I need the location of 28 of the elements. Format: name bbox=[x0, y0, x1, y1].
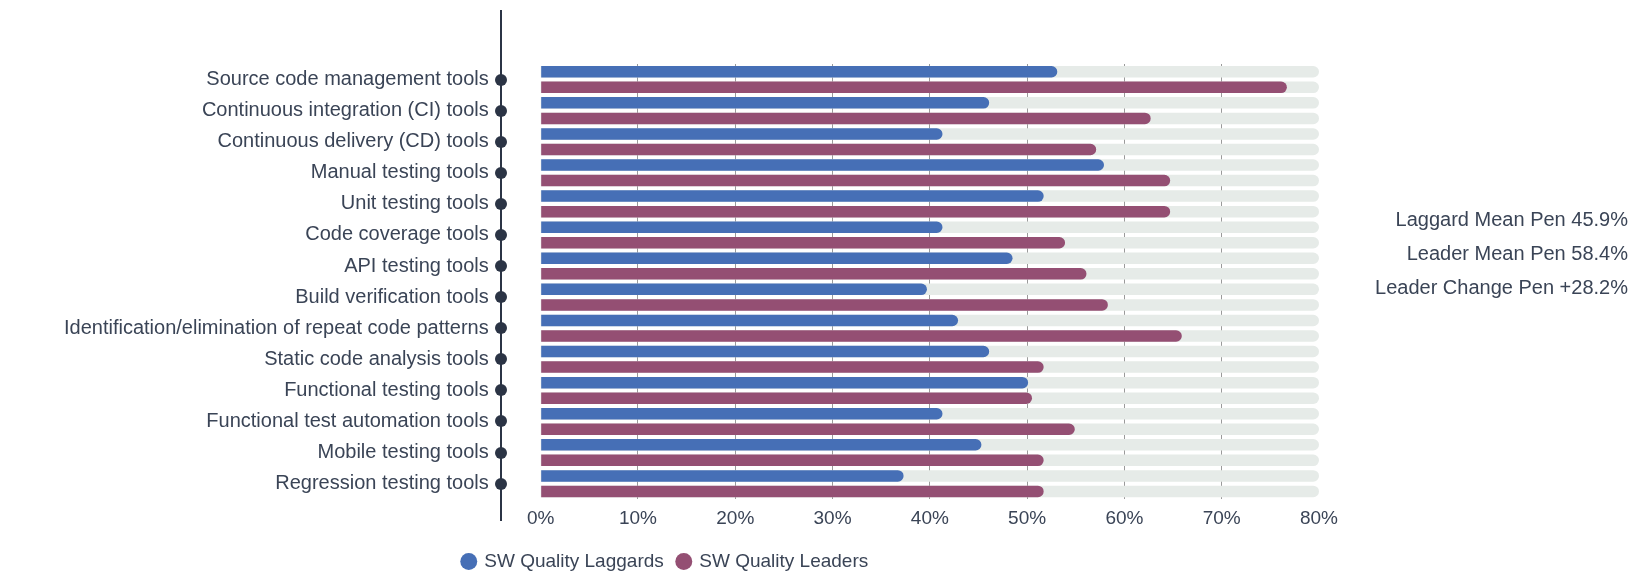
x-tick-label: 20% bbox=[716, 506, 755, 528]
x-tick-label: 0% bbox=[526, 506, 555, 528]
x-tick-label: 80% bbox=[1299, 506, 1339, 528]
y-tick-label: Regression testing tools bbox=[275, 471, 489, 494]
y-tick-label: Source code management tools bbox=[206, 67, 489, 90]
y-tick-label: Functional test automation tools bbox=[206, 409, 489, 431]
x-tick-label: 10% bbox=[618, 506, 658, 528]
legend-label: SW Quality Laggards bbox=[484, 549, 664, 571]
y-tick-label: Identification/elimination of repeat code patterns bbox=[63, 315, 489, 338]
x-tick-label: 70% bbox=[1202, 506, 1241, 528]
y-tick-label: Functional testing tools bbox=[284, 377, 489, 400]
x-tick-label: 60% bbox=[1105, 506, 1144, 528]
y-tick-label: Code coverage tools bbox=[305, 222, 489, 245]
y-tick-label: Continuous delivery (CD) tools bbox=[217, 129, 489, 152]
y-tick-label: API testing tools bbox=[344, 253, 489, 276]
x-tick-label: 30% bbox=[813, 506, 852, 528]
text: Laggard Mean Pen 45.9% bbox=[1395, 207, 1629, 230]
legend-label: SW Quality Leaders bbox=[699, 549, 869, 571]
x-tick-label: 50% bbox=[1008, 506, 1047, 528]
y-tick-label: Build verification tools bbox=[295, 284, 489, 307]
y-tick-label: Mobile testing tools bbox=[317, 440, 489, 463]
x-tick-label: 40% bbox=[910, 506, 949, 528]
text: Leader Change Pen +28.2% bbox=[1375, 275, 1629, 298]
y-tick-label: Static code analysis tools bbox=[264, 346, 489, 369]
text: Leader Mean Pen 58.4% bbox=[1406, 241, 1629, 264]
y-tick-label: Manual testing tools bbox=[310, 160, 489, 183]
y-tick-label: Continuous integration (CI) tools bbox=[201, 98, 489, 121]
y-tick-label: Unit testing tools bbox=[340, 191, 489, 214]
